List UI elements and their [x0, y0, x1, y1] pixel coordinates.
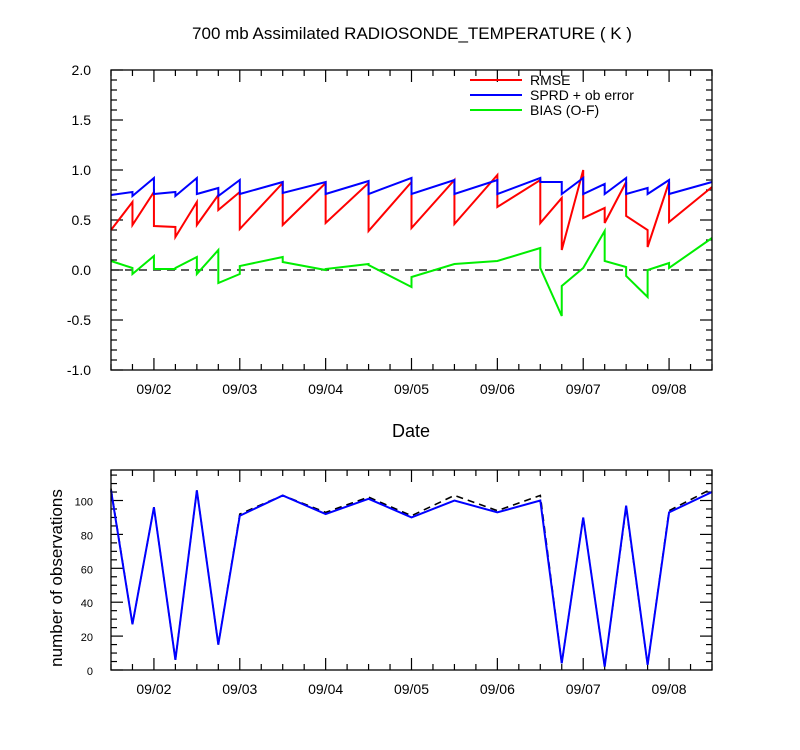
chart-title: 700 mb Assimilated RADIOSONDE_TEMPERATUR… — [192, 24, 632, 43]
y-tick-label: -0.5 — [67, 312, 91, 328]
y-tick-label: 80 — [81, 530, 93, 542]
top-plot-frame — [110, 69, 713, 371]
series-line-bias-o-f — [110, 227, 713, 317]
y-tick-label: 40 — [81, 598, 93, 610]
x-tick-label: 09/03 — [222, 681, 257, 697]
bottom-chart-ticks: 09/02 09/03 09/04 09/05 09/06 09/07 09/08 0 20 40… — [75, 470, 713, 697]
top-chart-ticks: 09/02 09/03 09/04 09/05 09/06 09/07 09/08 -1.0 -… — [67, 62, 713, 397]
series-line-obs-solid — [110, 490, 713, 667]
y-tick-label: 0.5 — [72, 212, 92, 228]
x-tick-label: 09/05 — [394, 681, 429, 697]
y-tick-label: 0.0 — [72, 262, 92, 278]
y-tick-label: 60 — [81, 564, 93, 576]
x-tick-label: 09/02 — [136, 681, 171, 697]
x-tick-label: 09/05 — [394, 381, 429, 397]
y-tick-label: 1.5 — [72, 112, 92, 128]
x-tick-label: 09/04 — [308, 681, 343, 697]
y-tick-label: 1.0 — [72, 162, 92, 178]
y-tick-label: -1.0 — [67, 362, 91, 378]
y-axis-label: number of observations — [47, 489, 66, 667]
series-line-rmse — [110, 169, 713, 251]
x-tick-label: 09/06 — [480, 681, 515, 697]
top-chart: 700 mb Assimilated RADIOSONDE_TEMPERATUR… — [67, 24, 713, 441]
x-tick-label: 09/06 — [480, 381, 515, 397]
legend-label-sprd-ob-error: SPRD + ob error — [530, 87, 634, 103]
legend-label-bias-o-f: BIAS (O-F) — [530, 102, 599, 118]
x-tick-label: 09/07 — [566, 381, 601, 397]
legend-label-rmse: RMSE — [530, 72, 570, 88]
y-tick-label: 2.0 — [72, 62, 92, 78]
x-tick-label: 09/08 — [652, 381, 687, 397]
x-tick-label: 09/03 — [222, 381, 257, 397]
x-tick-label: 09/04 — [308, 381, 343, 397]
y-tick-label: 20 — [81, 632, 93, 644]
bottom-chart: 09/02 09/03 09/04 09/05 09/06 09/07 09/08 0 20 40… — [47, 469, 713, 697]
bottom-chart-series — [110, 487, 713, 667]
series-line-sprd-ob-error — [110, 175, 713, 199]
bottom-plot-frame — [110, 469, 713, 671]
x-tick-label: 09/02 — [136, 381, 171, 397]
top-chart-series — [110, 169, 713, 317]
x-tick-label: 09/07 — [566, 681, 601, 697]
y-tick-label: 100 — [75, 497, 93, 509]
x-tick-label: 09/08 — [652, 681, 687, 697]
x-axis-label: Date — [392, 421, 430, 441]
y-tick-label: 0 — [87, 666, 93, 678]
